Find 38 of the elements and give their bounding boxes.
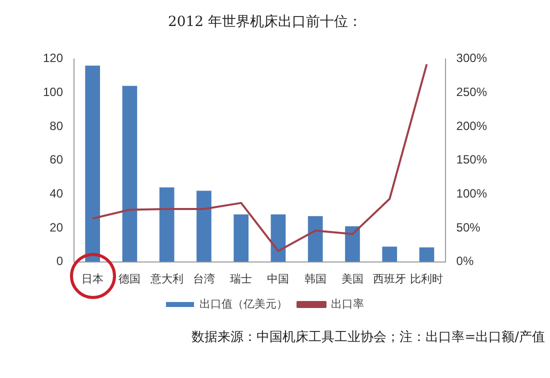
y2-tick-label: 150% [456,152,488,167]
legend-label: 出口值（亿美元） [200,298,288,311]
y-tick-label: 40 [50,186,64,200]
x-tick-label: 意大利 [149,272,184,286]
bar [382,246,398,262]
x-tick-label: 比利时 [410,272,444,286]
x-tick-label: 韩国 [304,272,326,286]
bar [234,214,249,262]
bar [196,190,212,262]
y-tick-label: 20 [50,220,64,234]
bar [122,86,138,262]
x-tick-label: 日本 [82,272,104,286]
y2-tick-label: 250% [456,84,488,99]
source-note: 数据来源：中国机床工具工业协会；注：出口率=出口额/产值 [190,329,545,346]
x-tick-label: 西班牙 [373,272,406,286]
y2-tick-label: 200% [456,118,488,133]
y-tick-label: 0 [56,254,64,268]
bar [270,214,286,262]
y2-tick-label: 50% [456,220,481,234]
x-tick-label: 台湾 [192,272,215,286]
x-tick-label: 中国 [267,272,290,286]
bar [345,226,360,262]
x-tick-label: 德国 [118,273,141,286]
bar [85,66,100,262]
y2-tick-label: 300% [456,51,488,66]
y2-tick-label: 0% [456,254,474,268]
y-tick-label: 100 [42,84,64,99]
y-tick-label: 120 [42,51,64,66]
y-tick-label: 80 [50,118,64,133]
x-tick-label: 美国 [341,272,364,286]
bar [419,247,434,262]
y-tick-label: 60 [50,152,64,167]
bar [308,216,323,262]
x-tick-label: 瑞士 [230,272,252,286]
legend-label: 出口率 [331,298,364,311]
chart-title: 2012 年世界机床出口前十位： [168,14,362,30]
bar [159,187,174,262]
y2-tick-label: 100% [456,186,488,200]
